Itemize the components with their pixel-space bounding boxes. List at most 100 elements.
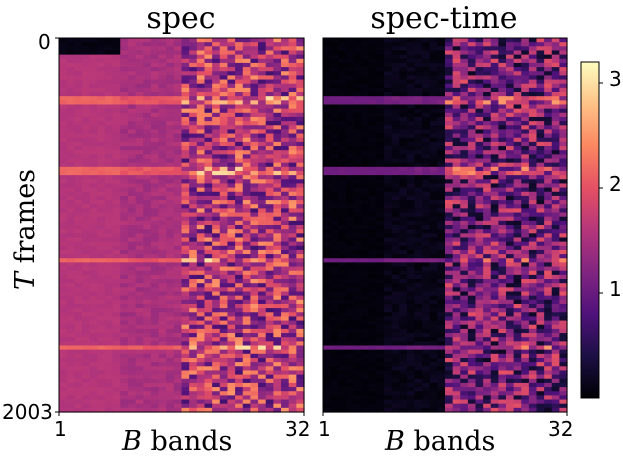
heatmap-spec-cell <box>265 324 274 330</box>
heatmap-spec-time-cell <box>323 116 332 122</box>
heatmap-spec-cell <box>281 407 290 413</box>
heatmap-spec-cell <box>196 179 206 185</box>
heatmap-spec-cell <box>288 378 297 384</box>
heatmap-spec-time-cell <box>330 71 339 76</box>
heatmap-spec-time-cell <box>498 254 507 259</box>
heatmap-spec-cell <box>158 270 167 276</box>
heatmap-spec-cell <box>281 116 290 122</box>
heatmap-spec-time-cell <box>460 266 469 272</box>
heatmap-spec-cell <box>281 58 290 64</box>
heatmap-spec-cell <box>288 100 297 106</box>
heatmap-spec-time-cell <box>353 50 362 56</box>
heatmap-spec-time-cell <box>528 96 538 101</box>
heatmap-spec-cell <box>227 312 236 318</box>
heatmap-spec-cell <box>281 162 290 168</box>
heatmap-spec-cell <box>288 129 297 135</box>
heatmap-spec-cell <box>235 67 244 72</box>
heatmap-spec-cell <box>143 262 152 268</box>
heatmap-spec-time-cell <box>345 46 355 52</box>
heatmap-spec-cell <box>112 187 121 193</box>
heatmap-spec-time-cell <box>437 58 446 64</box>
heatmap-spec-time-cell <box>521 233 530 239</box>
heatmap-spec-cell <box>120 349 129 355</box>
heatmap-spec-time-cell <box>551 237 560 243</box>
heatmap-spec-cell <box>104 71 114 76</box>
heatmap-spec-time-cell <box>368 262 377 268</box>
heatmap-spec-cell <box>173 54 183 60</box>
heatmap-spec-cell <box>189 58 198 64</box>
heatmap-spec-time-cell <box>445 146 454 151</box>
heatmap-spec-cell <box>204 208 213 214</box>
heatmap-spec-cell <box>135 170 144 176</box>
heatmap-spec-time-cell <box>559 162 568 168</box>
heatmap-spec-cell <box>265 208 274 214</box>
heatmap-spec-cell <box>242 129 252 135</box>
heatmap-spec-cell <box>273 287 282 293</box>
heatmap-spec-time-cell <box>361 262 370 268</box>
heatmap-spec-time-cell <box>521 183 530 189</box>
heatmap-spec-cell <box>59 254 68 259</box>
heatmap-spec-cell <box>250 341 259 347</box>
heatmap-spec-cell <box>273 366 282 372</box>
heatmap-spec-cell <box>250 67 259 72</box>
heatmap-spec-cell <box>258 382 267 388</box>
heatmap-spec-cell <box>296 183 305 189</box>
heatmap-spec-cell <box>250 96 259 101</box>
heatmap-spec-cell <box>74 370 83 376</box>
heatmap-spec-time-cell <box>429 274 438 280</box>
heatmap-spec-time-cell <box>414 270 423 276</box>
heatmap-spec-cell <box>281 71 290 76</box>
heatmap-spec-cell <box>135 345 144 351</box>
heatmap-spec-time-cell <box>544 279 553 284</box>
heatmap-spec-time-cell <box>345 154 355 160</box>
heatmap-spec-cell <box>212 83 221 89</box>
heatmap-spec-cell <box>181 283 190 288</box>
heatmap-spec-time-cell <box>376 204 385 209</box>
heatmap-spec-cell <box>158 328 167 334</box>
heatmap-spec-time-cell <box>521 133 530 139</box>
heatmap-spec-time-cell <box>353 258 362 263</box>
heatmap-spec-time-cell <box>559 279 568 284</box>
heatmap-spec-cell <box>120 38 129 43</box>
heatmap-spec-cell <box>196 362 206 367</box>
heatmap-spec-cell <box>143 96 152 101</box>
heatmap-spec-cell <box>219 270 229 276</box>
heatmap-spec-time-cell <box>399 96 408 101</box>
heatmap-spec-cell <box>235 403 244 409</box>
heatmap-spec-cell <box>265 229 274 234</box>
heatmap-spec-cell <box>81 249 91 255</box>
heatmap-spec-time-cell <box>544 170 553 176</box>
heatmap-spec-time-cell <box>551 274 560 280</box>
heatmap-spec-cell <box>242 262 252 268</box>
heatmap-spec-time-cell <box>506 254 515 259</box>
heatmap-spec-cell <box>273 324 282 330</box>
heatmap-spec-cell <box>288 104 297 110</box>
heatmap-spec-cell <box>235 258 244 263</box>
heatmap-spec-cell <box>250 387 259 392</box>
heatmap-spec-cell <box>135 38 144 43</box>
heatmap-spec-cell <box>112 108 121 114</box>
heatmap-spec-time-cell <box>429 79 438 85</box>
heatmap-spec-time-cell <box>376 266 385 272</box>
heatmap-spec-time-cell <box>490 200 499 205</box>
heatmap-spec-cell <box>250 312 259 318</box>
heatmap-spec-time-cell <box>521 154 530 160</box>
heatmap-spec-cell <box>273 233 282 239</box>
heatmap-spec-cell <box>104 254 114 259</box>
heatmap-spec-cell <box>227 133 236 139</box>
heatmap-spec-time-cell <box>483 262 492 268</box>
heatmap-spec-time-cell <box>460 42 469 47</box>
heatmap-spec-cell <box>66 116 75 122</box>
heatmap-spec-cell <box>273 341 282 347</box>
heatmap-spec-time-cell <box>361 75 370 81</box>
heatmap-spec-cell <box>120 295 129 301</box>
heatmap-spec-time-cell <box>368 92 377 97</box>
heatmap-spec-time-cell <box>445 233 454 239</box>
heatmap-spec-cell <box>74 353 83 359</box>
heatmap-spec-time-cell <box>414 183 423 189</box>
heatmap-spec-cell <box>127 112 137 118</box>
heatmap-spec-time-cell <box>422 112 431 118</box>
heatmap-spec-cell <box>204 229 213 234</box>
heatmap-spec-cell <box>81 87 91 93</box>
heatmap-spec-cell <box>66 154 75 160</box>
